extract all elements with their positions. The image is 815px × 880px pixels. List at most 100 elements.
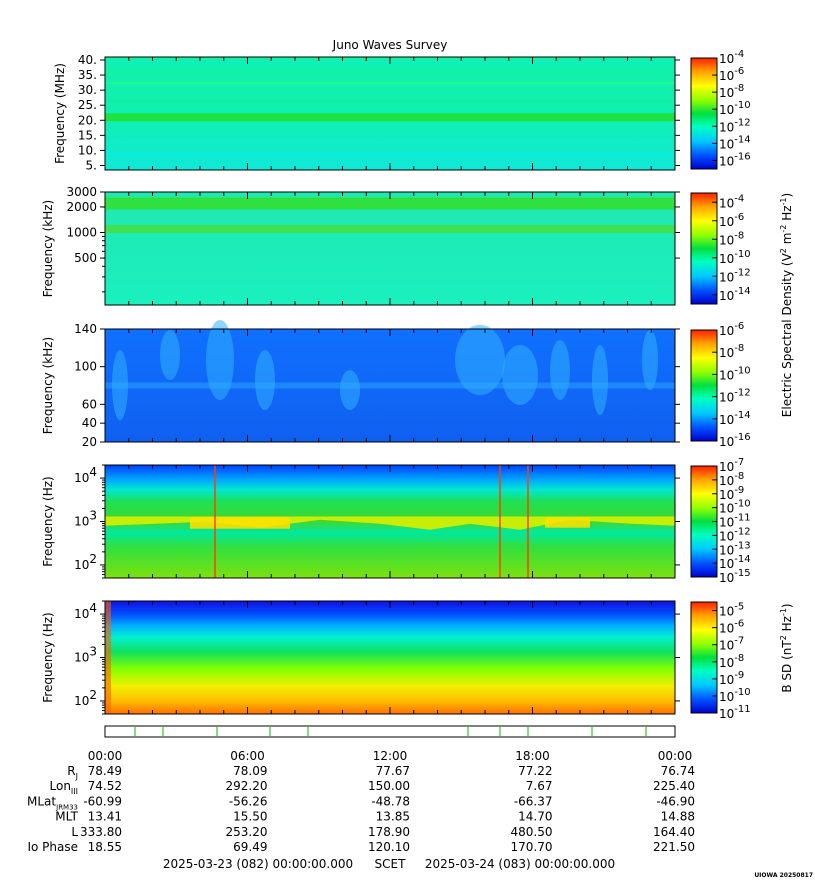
cb-tick-label: 10-6 — [719, 321, 744, 338]
ytick-label: 3000 — [66, 185, 97, 199]
footer-scet: SCET — [375, 857, 407, 871]
cb-tick-label: 10-7 — [719, 636, 744, 653]
footer-end: 2025-03-24 (083) 00:00:00.000 — [425, 857, 615, 871]
hfr-band-1 — [105, 81, 675, 84]
ytick-label: 103 — [74, 645, 97, 665]
panel-4: 104 103 102 Frequency (Hz) 10-710-810-910-10… — [41, 457, 751, 585]
ephem-value: -60.99 — [83, 794, 122, 808]
kHz-band-1100 — [105, 224, 675, 233]
colorbar-2 — [691, 193, 717, 304]
ephem-value: 69.49 — [233, 840, 267, 854]
ephem-value: 77.22 — [518, 764, 552, 778]
ephem-row-label: MLT — [55, 810, 78, 824]
cb-tick-label: 10-16 — [719, 151, 751, 168]
lfr-emission-9 — [642, 330, 658, 390]
mag-edge — [105, 601, 111, 714]
ephem-row-label: Io Phase — [27, 840, 78, 854]
orbit-marker-strip — [104, 725, 676, 738]
ytick-label: 5. — [86, 158, 97, 172]
cb-tick-label: 10-12 — [719, 117, 751, 134]
spectrogram-2 — [105, 192, 675, 305]
hfr-band-5 — [105, 153, 675, 156]
colorbar-frame-1 — [690, 57, 718, 170]
cb-tick-label: 10-14 — [719, 134, 751, 151]
ephem-value: 74.52 — [88, 779, 122, 793]
cb-tick-label: 10-12 — [719, 388, 751, 405]
cb-tick-label: 10-9 — [719, 485, 744, 502]
cb-tick-label: 10-8 — [719, 83, 744, 100]
ephem-value: 7.67 — [526, 779, 553, 793]
lfr-emission-0 — [112, 350, 128, 420]
time-label: 00:00 — [658, 749, 693, 763]
cb-tick-label: 10-7 — [719, 457, 744, 474]
ephem-value: 13.85 — [376, 810, 410, 824]
ephem-value: 221.50 — [653, 840, 695, 854]
cb-tick-label: 10-8 — [719, 471, 744, 488]
ephem-value: 225.40 — [653, 779, 695, 793]
cb-tick-label: 10-6 — [719, 212, 744, 229]
colorbar-frame-3 — [690, 329, 718, 442]
lfr-chorus-peak-1 — [190, 516, 290, 529]
ephem-value: -66.37 — [514, 794, 553, 808]
ytick-label: 2000 — [66, 200, 97, 214]
lfr-emission-4 — [340, 370, 360, 410]
ylabel-5: Frequency (Hz) — [41, 612, 55, 703]
colorbar-5 — [691, 602, 717, 713]
cb-tick-label: 10-10 — [719, 249, 751, 266]
colorbar-3 — [691, 330, 717, 441]
cb-tick-label: 10-15 — [719, 568, 751, 585]
cb-tick-label: 10-6 — [719, 619, 744, 636]
ephem-value: 18.55 — [88, 840, 122, 854]
ephem-value: 480.50 — [511, 825, 553, 839]
ephem-value: 14.70 — [518, 810, 552, 824]
ephem-row-label: LonIII — [50, 779, 79, 796]
cb-tick-label: 10-13 — [719, 540, 751, 557]
ytick-label: 102 — [74, 552, 97, 572]
lfr-band-80khz — [105, 382, 675, 389]
magnetic-colorbar-label: B SD (nT2 Hz-1) — [779, 603, 794, 692]
colorbar-frame-5 — [690, 601, 718, 714]
time-label: 06:00 — [230, 749, 265, 763]
ytick-label: 100 — [74, 360, 97, 374]
ytick-label: 15. — [78, 128, 97, 142]
footer-start: 2025-03-23 (082) 00:00:00.000 — [163, 857, 353, 871]
cb-tick-label: 10-11 — [719, 513, 751, 530]
ephem-value: 120.10 — [368, 840, 410, 854]
ephem-value: 13.41 — [88, 810, 122, 824]
cb-tick-label: 10-4 — [719, 193, 744, 210]
ytick-label: 60 — [82, 397, 97, 411]
colorbar-1 — [691, 58, 717, 169]
cb-tick-label: 10-16 — [719, 432, 751, 449]
colorbar-frame-2 — [690, 192, 718, 305]
ylabel-3: Frequency (kHz) — [41, 337, 55, 434]
ephem-row-label: RJ — [67, 764, 78, 781]
cb-tick-label: 10-14 — [719, 286, 751, 303]
ephem-value: 77.67 — [376, 764, 410, 778]
ephem-value: 76.74 — [661, 764, 695, 778]
ephem-value: 78.09 — [233, 764, 267, 778]
kHz-band-2200 — [105, 197, 675, 210]
ephem-value: -46.90 — [656, 794, 695, 808]
cb-tick-label: 10-12 — [719, 267, 751, 284]
cb-tick-label: 10-8 — [719, 653, 744, 670]
ephem-value: -48.78 — [371, 794, 410, 808]
cb-tick-label: 10-10 — [719, 499, 751, 516]
cb-tick-label: 10-10 — [719, 687, 751, 704]
cb-tick-label: 10-4 — [719, 49, 744, 66]
panels: 40.35.30.25.20.15.10.5. Frequency (MHz) 10… — [41, 49, 751, 721]
ephem-value: 164.40 — [653, 825, 695, 839]
ytick-label: 104 — [74, 465, 97, 485]
lfr-emission-7 — [550, 340, 570, 400]
cb-tick-label: 10-10 — [719, 100, 751, 117]
ylabel-1: Frequency (MHz) — [53, 63, 67, 164]
ytick-label: 1000 — [66, 226, 97, 240]
time-label: 18:00 — [515, 749, 550, 763]
hfr-band-4 — [105, 136, 675, 139]
ephem-value: -56.26 — [229, 794, 268, 808]
ytick-label: 140 — [74, 322, 97, 336]
cb-tick-label: 10-9 — [719, 670, 744, 687]
lfr-emission-2 — [206, 320, 234, 400]
cb-tick-label: 10-14 — [719, 410, 751, 427]
ytick-label: 40. — [78, 53, 97, 67]
ephem-value: 15.50 — [233, 810, 267, 824]
